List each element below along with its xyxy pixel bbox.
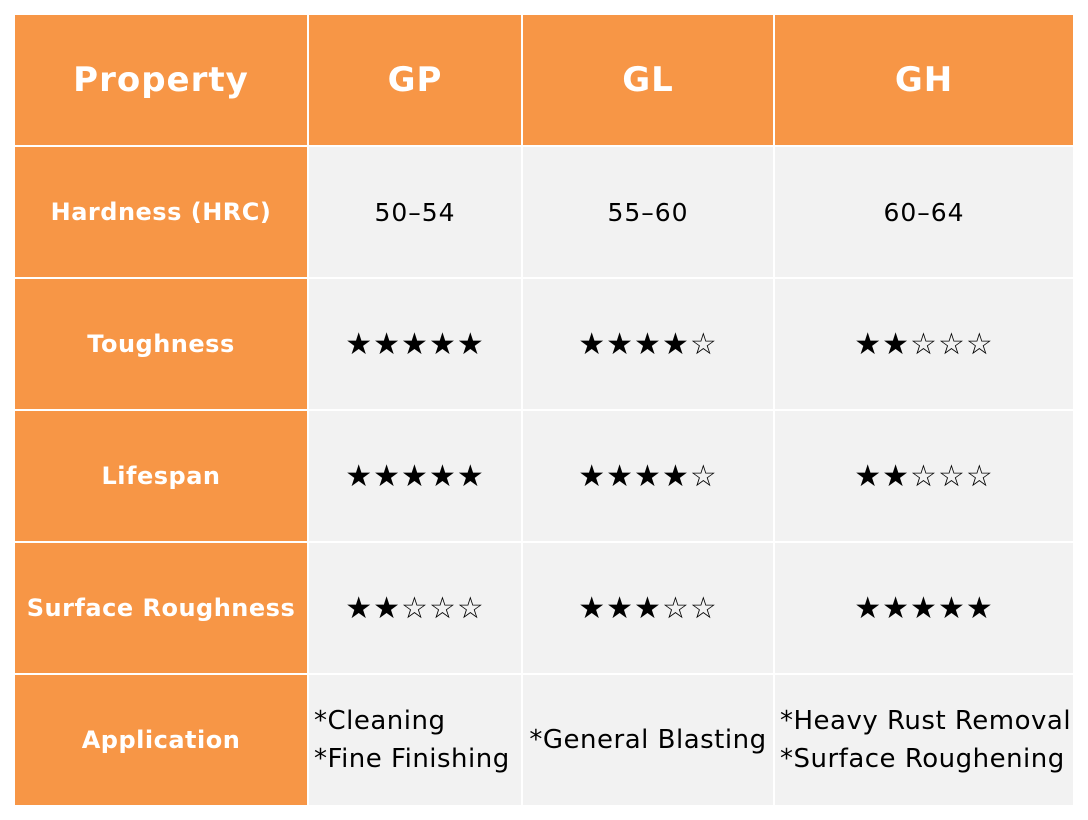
toughness-gh-rating: ★ ★ ☆ ☆ ☆ <box>775 279 1073 409</box>
row-label-lifespan: Lifespan <box>15 411 307 541</box>
star-filled-icon: ★ <box>661 458 690 494</box>
roughness-gh-rating: ★ ★ ★ ★ ★ <box>775 543 1073 673</box>
star-empty-icon: ☆ <box>661 590 690 626</box>
star-filled-icon: ★ <box>965 590 994 626</box>
header-property: Property <box>15 15 307 145</box>
star-empty-icon: ☆ <box>910 326 938 362</box>
header-gp: GP <box>309 15 521 145</box>
comparison-table: Property GP GL GH Hardness (HRC) 50–54 5… <box>15 15 1073 805</box>
star-filled-icon: ★ <box>456 326 485 362</box>
star-filled-icon: ★ <box>854 590 883 626</box>
row-label-toughness: Toughness <box>15 279 307 409</box>
application-line: *Surface Roughening <box>780 744 1065 774</box>
star-empty-icon: ☆ <box>401 590 429 626</box>
lifespan-gl-rating: ★ ★ ★ ★ ☆ <box>523 411 773 541</box>
star-filled-icon: ★ <box>373 326 402 362</box>
row-label-roughness: Surface Roughness <box>15 543 307 673</box>
roughness-gl-rating: ★ ★ ★ ☆ ☆ <box>523 543 773 673</box>
star-filled-icon: ★ <box>345 458 374 494</box>
application-line: *Fine Finishing <box>314 744 510 774</box>
star-filled-icon: ★ <box>373 458 402 494</box>
star-filled-icon: ★ <box>401 326 429 362</box>
hardness-gp: 50–54 <box>309 147 521 277</box>
star-filled-icon: ★ <box>578 326 607 362</box>
application-line: *General Blasting <box>529 725 767 755</box>
star-filled-icon: ★ <box>882 590 911 626</box>
star-empty-icon: ☆ <box>456 590 485 626</box>
lifespan-gp-rating: ★ ★ ★ ★ ★ <box>309 411 521 541</box>
star-filled-icon: ★ <box>578 458 607 494</box>
star-filled-icon: ★ <box>910 590 938 626</box>
star-filled-icon: ★ <box>345 326 374 362</box>
star-filled-icon: ★ <box>606 326 635 362</box>
star-filled-icon: ★ <box>661 326 690 362</box>
star-filled-icon: ★ <box>606 590 635 626</box>
row-label-application: Application <box>15 675 307 805</box>
star-filled-icon: ★ <box>578 590 607 626</box>
star-filled-icon: ★ <box>854 326 883 362</box>
application-line: *Heavy Rust Removal <box>780 706 1072 736</box>
star-empty-icon: ☆ <box>937 326 966 362</box>
star-empty-icon: ☆ <box>965 458 994 494</box>
star-filled-icon: ★ <box>373 590 402 626</box>
toughness-gp-rating: ★ ★ ★ ★ ★ <box>309 279 521 409</box>
star-filled-icon: ★ <box>401 458 429 494</box>
header-gl: GL <box>523 15 773 145</box>
star-filled-icon: ★ <box>606 458 635 494</box>
star-filled-icon: ★ <box>428 458 457 494</box>
star-empty-icon: ☆ <box>689 326 718 362</box>
application-gh: *Heavy Rust Removal *Surface Roughening <box>775 675 1073 805</box>
star-filled-icon: ★ <box>854 458 883 494</box>
application-line: *Cleaning <box>314 706 446 736</box>
star-filled-icon: ★ <box>428 326 457 362</box>
star-filled-icon: ★ <box>937 590 966 626</box>
star-filled-icon: ★ <box>345 590 374 626</box>
star-filled-icon: ★ <box>882 326 911 362</box>
application-gl: *General Blasting <box>523 675 773 805</box>
hardness-gl: 55–60 <box>523 147 773 277</box>
toughness-gl-rating: ★ ★ ★ ★ ☆ <box>523 279 773 409</box>
star-empty-icon: ☆ <box>965 326 994 362</box>
star-empty-icon: ☆ <box>937 458 966 494</box>
star-filled-icon: ★ <box>634 590 662 626</box>
lifespan-gh-rating: ★ ★ ☆ ☆ ☆ <box>775 411 1073 541</box>
star-empty-icon: ☆ <box>689 590 718 626</box>
star-filled-icon: ★ <box>634 458 662 494</box>
hardness-gh: 60–64 <box>775 147 1073 277</box>
star-filled-icon: ★ <box>634 326 662 362</box>
row-label-hardness: Hardness (HRC) <box>15 147 307 277</box>
application-gp: *Cleaning *Fine Finishing <box>309 675 521 805</box>
star-empty-icon: ☆ <box>428 590 457 626</box>
star-empty-icon: ☆ <box>910 458 938 494</box>
star-filled-icon: ★ <box>882 458 911 494</box>
star-empty-icon: ☆ <box>689 458 718 494</box>
header-gh: GH <box>775 15 1073 145</box>
roughness-gp-rating: ★ ★ ☆ ☆ ☆ <box>309 543 521 673</box>
star-filled-icon: ★ <box>456 458 485 494</box>
